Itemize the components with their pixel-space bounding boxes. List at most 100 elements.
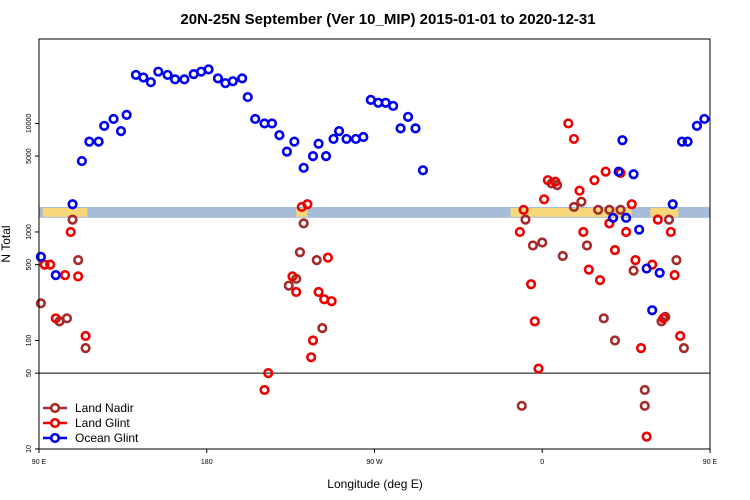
land-glint-point — [287, 271, 298, 282]
ocean-glint-point — [654, 267, 665, 278]
ocean-glint-point — [212, 73, 224, 84]
ocean-glint-point — [641, 263, 652, 274]
land-glint-point — [533, 363, 544, 374]
land-glint-point — [539, 194, 550, 205]
ocean-glint-point — [667, 199, 678, 210]
land-glint-point — [59, 270, 71, 281]
ocean-glint-point — [417, 165, 429, 176]
land-nadir-point — [520, 214, 531, 225]
ocean-glint-point — [242, 91, 253, 103]
y-tick-label: 5000 — [26, 148, 33, 164]
land-nadir-point — [527, 240, 539, 251]
x-axis-label: Longitude (deg E) — [327, 477, 422, 491]
ocean-glint-point — [162, 69, 173, 81]
ocean-glint-point — [634, 224, 645, 235]
x-tick-label: 90 E — [32, 459, 47, 466]
ocean-glint-point — [250, 113, 261, 125]
legend-marker-ocean-glint — [49, 432, 61, 444]
land-glint-point — [313, 286, 324, 298]
land-glint-point — [307, 335, 319, 346]
land-glint-point — [630, 255, 641, 266]
land-glint-point — [514, 226, 525, 238]
land-glint-point — [574, 185, 585, 196]
data-points — [35, 64, 710, 442]
land-glint-point — [563, 118, 574, 129]
land-glint-point — [675, 330, 686, 342]
land-nadir-point — [639, 384, 650, 396]
land-nadir-point — [604, 204, 615, 215]
y-axis: 10 50 100 500 1000 5000 10000 — [26, 114, 39, 453]
land-glint-point — [594, 275, 606, 286]
land-nadir-point — [516, 400, 527, 411]
ocean-glint-point — [169, 74, 181, 85]
land-glint-point — [578, 226, 589, 238]
land-glint-point — [665, 226, 676, 238]
y-tick-label: 10 — [26, 445, 33, 453]
land-glint-point — [291, 286, 302, 298]
land-glint-point — [259, 384, 270, 396]
ocean-glint-point — [237, 73, 248, 84]
land-glint-point — [626, 199, 637, 210]
land-nadir-point — [598, 313, 609, 324]
land-glint-point — [641, 431, 652, 442]
yellow-band-patch — [650, 207, 679, 217]
ocean-glint-point — [115, 126, 127, 137]
x-tick-label: 0 — [540, 459, 544, 466]
ocean-glint-point — [647, 305, 658, 316]
ocean-glint-point — [395, 123, 406, 134]
land-glint-point — [302, 199, 313, 210]
ocean-glint-point — [50, 270, 61, 281]
ocean-glint-point — [35, 251, 46, 262]
ocean-glint-point — [203, 64, 214, 75]
ocean-glint-point — [699, 113, 710, 125]
land-glint-point — [621, 226, 632, 238]
land-nadir-point — [294, 247, 306, 258]
land-glint-point — [550, 176, 561, 187]
x-tick-label: 90 W — [366, 459, 383, 466]
ocean-glint-point — [613, 166, 624, 177]
ocean-glint-point — [84, 136, 95, 147]
x-tick-label: 180 — [201, 459, 213, 466]
land-glint-point — [658, 313, 669, 324]
blue-band — [39, 206, 710, 218]
y-axis-label: N Total — [0, 225, 13, 262]
land-nadir-point — [581, 240, 593, 251]
land-nadir-point — [80, 343, 91, 354]
ocean-glint-point — [691, 120, 703, 131]
land-glint-point — [326, 296, 337, 307]
legend-marker-land-glint — [49, 417, 61, 429]
land-glint-point — [39, 259, 50, 270]
ocean-glint-point — [410, 123, 421, 134]
ocean-glint-point — [621, 212, 632, 223]
land-glint-point — [65, 226, 76, 238]
land-nadir-point — [568, 201, 580, 213]
land-glint-point — [50, 313, 61, 324]
land-nadir-point — [73, 255, 84, 266]
ocean-glint-point — [341, 133, 352, 145]
ocean-glint-point — [628, 169, 639, 180]
ocean-glint-point — [153, 66, 164, 77]
ocean-glint-point — [617, 135, 628, 146]
ocean-glint-point — [358, 131, 369, 143]
ocean-glint-point — [298, 162, 309, 173]
land-nadir-point — [628, 265, 639, 276]
legend-label-land-nadir: Land Nadir — [75, 401, 134, 415]
land-nadir-point — [283, 280, 294, 291]
land-nadir-point — [576, 196, 587, 207]
land-nadir-point — [671, 255, 682, 266]
land-glint-point — [635, 343, 647, 354]
ocean-glint-point — [289, 136, 300, 147]
land-glint-point — [652, 214, 663, 225]
yellow-band-patch — [296, 207, 308, 217]
yellow-band-patch — [42, 207, 88, 217]
data-band — [39, 206, 710, 218]
ocean-glint-point — [281, 146, 292, 157]
chart-title: 20N-25N September (Ver 10_MIP) 2015-01-0… — [180, 11, 595, 28]
ocean-glint-point — [676, 136, 688, 147]
ocean-glint-point — [145, 77, 156, 88]
land-glint-point — [518, 204, 529, 215]
land-nadir-point — [35, 298, 46, 309]
x-tick-label: 90 E — [703, 459, 718, 466]
land-nadir-point — [61, 313, 73, 324]
land-glint-point — [263, 368, 274, 379]
